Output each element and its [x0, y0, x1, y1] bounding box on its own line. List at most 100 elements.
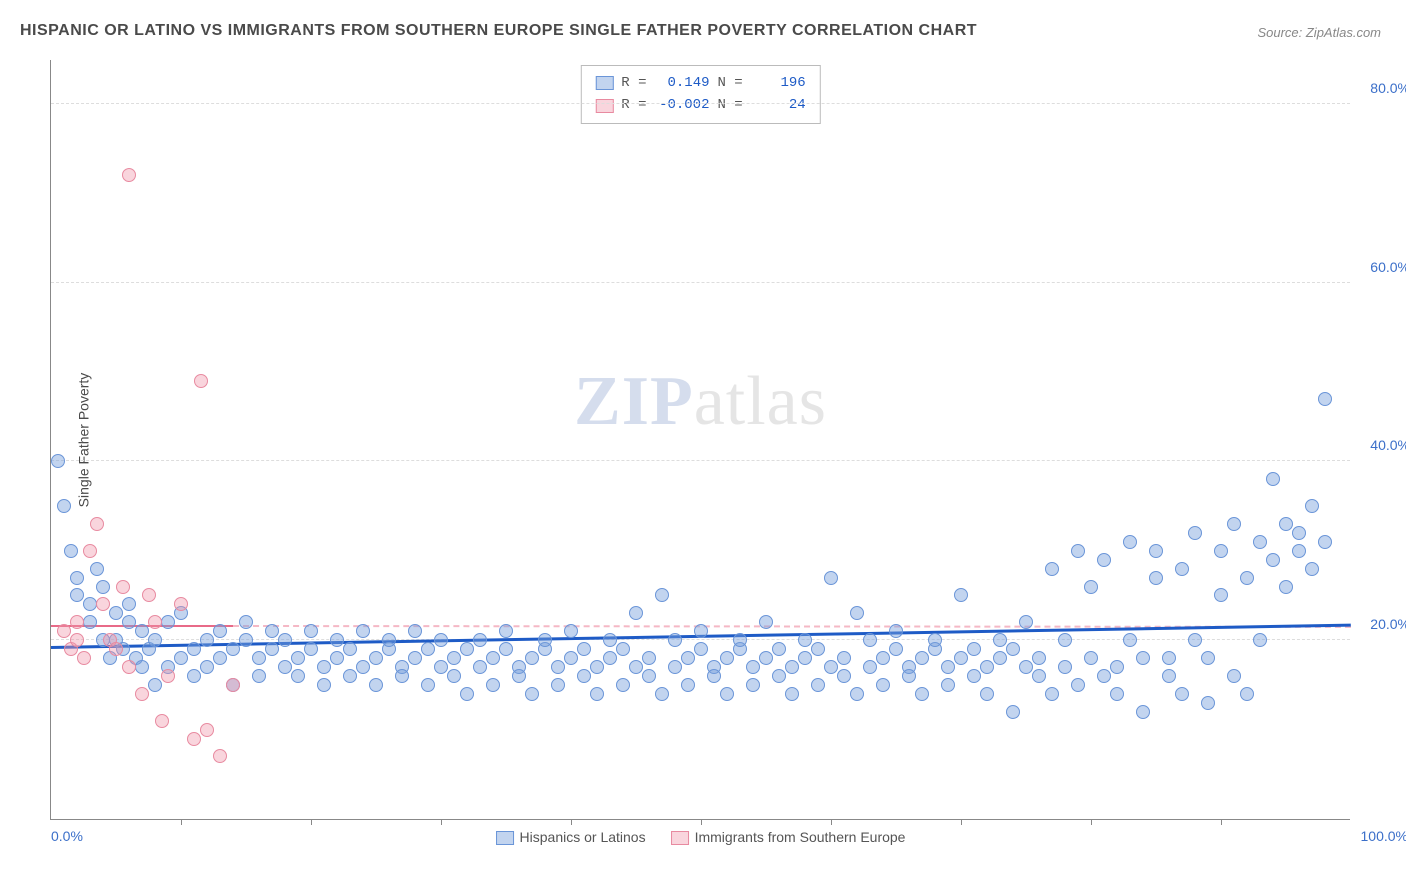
legend-swatch-pink-icon [671, 831, 689, 845]
data-point [694, 624, 708, 638]
data-point [915, 687, 929, 701]
data-point [915, 651, 929, 665]
data-point [395, 669, 409, 683]
data-point [317, 678, 331, 692]
data-point [1136, 705, 1150, 719]
data-point [1019, 660, 1033, 674]
data-point [278, 633, 292, 647]
data-point [811, 642, 825, 656]
legend-r-label: R = [621, 72, 646, 94]
data-point [941, 678, 955, 692]
data-point [798, 651, 812, 665]
data-point [408, 624, 422, 638]
data-point [1084, 651, 1098, 665]
legend-pink-n: 24 [751, 94, 806, 116]
data-point [291, 669, 305, 683]
data-point [785, 687, 799, 701]
data-point [1071, 678, 1085, 692]
data-point [499, 642, 513, 656]
data-point [967, 669, 981, 683]
data-point [759, 651, 773, 665]
data-point [863, 660, 877, 674]
data-point [811, 678, 825, 692]
data-point [603, 651, 617, 665]
data-point [194, 374, 208, 388]
data-point [1032, 651, 1046, 665]
data-point [421, 642, 435, 656]
data-point [993, 651, 1007, 665]
legend-blue-r: 0.149 [655, 72, 710, 94]
data-point [226, 678, 240, 692]
data-point [1123, 535, 1137, 549]
legend-swatch-pink [595, 99, 613, 113]
data-point [1240, 687, 1254, 701]
x-tick [1221, 819, 1222, 825]
data-point [1214, 544, 1228, 558]
data-point [1084, 580, 1098, 594]
data-point [681, 651, 695, 665]
data-point [70, 633, 84, 647]
gridline-h [51, 460, 1350, 461]
data-point [473, 660, 487, 674]
data-point [1006, 642, 1020, 656]
data-point [57, 499, 71, 513]
data-point [512, 669, 526, 683]
data-point [1175, 687, 1189, 701]
data-point [707, 669, 721, 683]
data-point [564, 651, 578, 665]
data-point [226, 642, 240, 656]
data-point [252, 669, 266, 683]
data-point [603, 633, 617, 647]
data-point [499, 624, 513, 638]
y-tick-label: 40.0% [1370, 437, 1406, 453]
x-tick [701, 819, 702, 825]
legend-swatch-blue-icon [496, 831, 514, 845]
data-point [538, 633, 552, 647]
x-tick-label: 0.0% [51, 828, 83, 844]
data-point [642, 651, 656, 665]
legend-pink-name: Immigrants from Southern Europe [695, 829, 906, 845]
data-point [447, 651, 461, 665]
data-point [96, 580, 110, 594]
data-point [980, 687, 994, 701]
legend-series: Hispanics or Latinos Immigrants from Sou… [496, 829, 906, 845]
data-point [928, 633, 942, 647]
data-point [187, 642, 201, 656]
x-tick [311, 819, 312, 825]
y-tick-label: 60.0% [1370, 259, 1406, 275]
data-point [317, 660, 331, 674]
data-point [421, 678, 435, 692]
data-point [265, 642, 279, 656]
data-point [772, 669, 786, 683]
data-point [1188, 633, 1202, 647]
y-tick-label: 20.0% [1370, 616, 1406, 632]
data-point [525, 651, 539, 665]
data-point [434, 633, 448, 647]
gridline-h [51, 282, 1350, 283]
data-point [135, 624, 149, 638]
data-point [1006, 705, 1020, 719]
data-point [408, 651, 422, 665]
data-point [1162, 651, 1176, 665]
data-point [1279, 517, 1293, 531]
data-point [1201, 651, 1215, 665]
data-point [77, 651, 91, 665]
data-point [668, 633, 682, 647]
data-point [551, 660, 565, 674]
data-point [109, 606, 123, 620]
data-point [655, 588, 669, 602]
data-point [850, 606, 864, 620]
data-point [785, 660, 799, 674]
data-point [356, 660, 370, 674]
legend-item-pink: Immigrants from Southern Europe [671, 829, 906, 845]
data-point [174, 651, 188, 665]
x-tick [181, 819, 182, 825]
data-point [1318, 392, 1332, 406]
data-point [382, 633, 396, 647]
data-point [1110, 687, 1124, 701]
data-point [460, 687, 474, 701]
data-point [1201, 696, 1215, 710]
data-point [213, 624, 227, 638]
legend-blue-name: Hispanics or Latinos [520, 829, 646, 845]
source-label: Source: ZipAtlas.com [1257, 25, 1381, 40]
